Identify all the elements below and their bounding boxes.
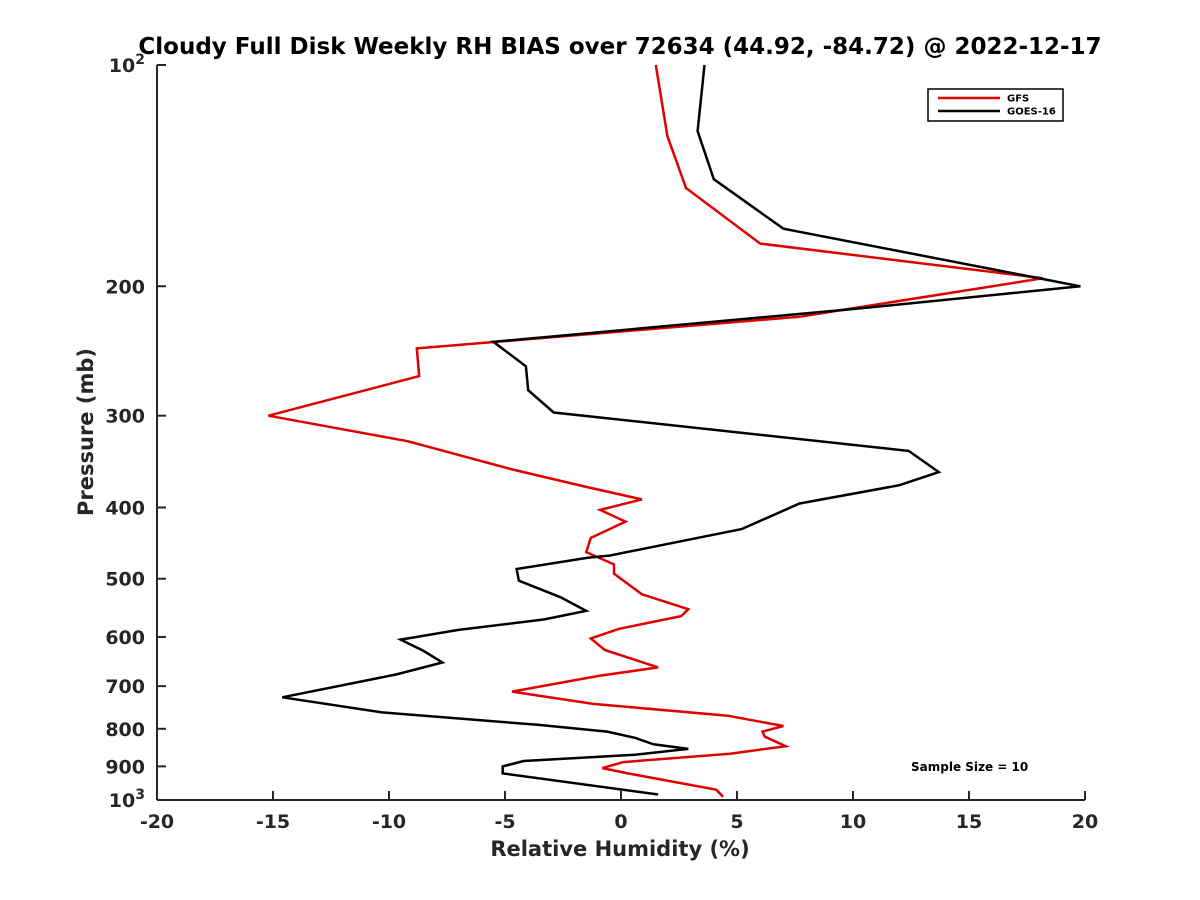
x-tick-label: -5 [494, 811, 515, 833]
x-tick-label: 0 [614, 811, 627, 833]
y-tick-label: 102 [109, 52, 145, 77]
x-tick-label: 15 [956, 811, 982, 833]
series-line-gfs [268, 64, 1044, 798]
series-layer [268, 64, 1081, 798]
y-tick-label: 500 [105, 569, 145, 591]
y-tick-label: 700 [105, 676, 145, 698]
chart-title: Cloudy Full Disk Weekly RH BIAS over 726… [138, 34, 1101, 60]
legend-label-goes-16: GOES-16 [1007, 107, 1056, 118]
y-axis-label: Pressure (mb) [74, 348, 98, 516]
y-tick-label: 400 [105, 498, 145, 520]
sample-size-annotation: Sample Size = 10 [911, 760, 1028, 774]
x-tick-label: 5 [730, 811, 743, 833]
x-tick-label: -10 [372, 811, 406, 833]
axes-layer: -20 -15 -10 -5 0 5 10 15 20 102 200 300 400 500 600 700… [105, 52, 1098, 833]
y-tick-label: 800 [105, 719, 145, 741]
legend-box [927, 88, 1064, 122]
y-tick-label: 103 [109, 787, 145, 812]
y-tick-label: 600 [105, 627, 145, 649]
x-axis-label: Relative Humidity (%) [490, 837, 749, 861]
legend-label-gfs: GFS [1007, 94, 1029, 105]
y-tick-label: 200 [105, 276, 145, 298]
x-tick-label: 10 [840, 811, 866, 833]
y-tick-label: 300 [105, 406, 145, 428]
x-tick-label: -20 [140, 811, 174, 833]
legend: GFS GOES-16 [927, 88, 1064, 122]
x-tick-label: 20 [1072, 811, 1098, 833]
series-line-goes-16 [282, 64, 1081, 796]
x-tick-label: -15 [256, 811, 290, 833]
y-tick-label: 900 [105, 756, 145, 778]
